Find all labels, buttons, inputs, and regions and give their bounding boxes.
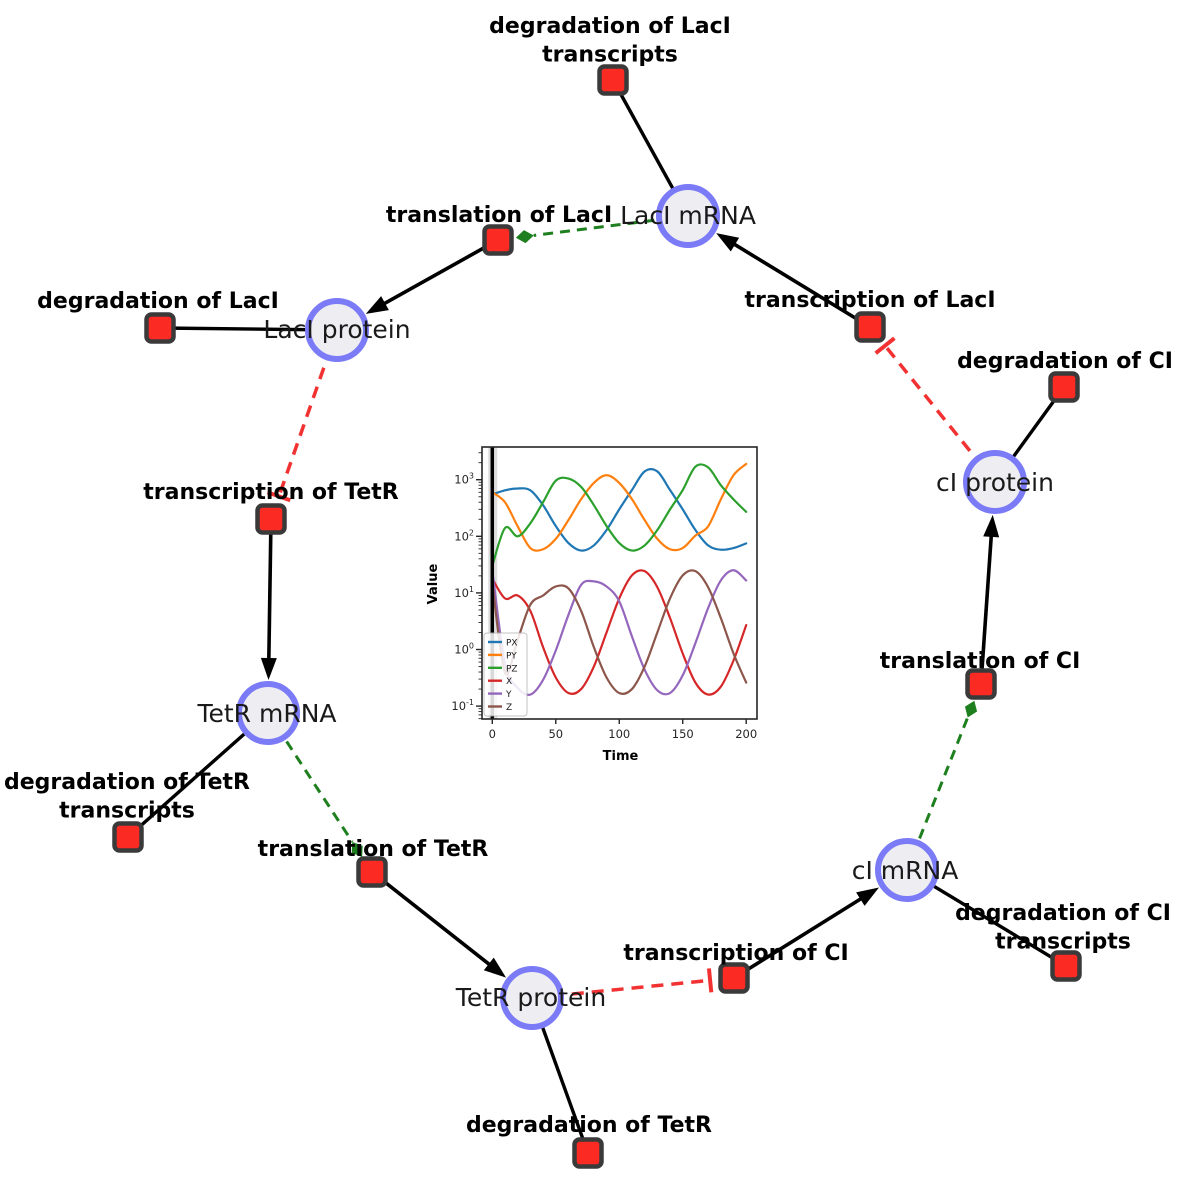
chart-legend-label-Y: Y <box>505 690 512 700</box>
node-label-deg-tetr-tx: degradation of TetR transcripts <box>4 770 250 824</box>
arrowhead-laci-protein <box>365 296 389 314</box>
nodes-layer <box>112 64 1082 1169</box>
diamond-arrowhead-translation-laci <box>515 230 534 244</box>
chart-x-tick-label: 200 <box>735 727 757 741</box>
edge-transcription-ci-ci-mrna <box>733 893 869 980</box>
node-label-translation-laci: translation of LacI <box>386 203 612 228</box>
chart-y-tick-label: 100 <box>454 642 474 657</box>
process-node-transcription-laci <box>854 311 886 343</box>
diamond-arrowhead-translation-ci <box>964 700 978 718</box>
edge-transcription-tetr-tetr-mrna <box>266 518 273 667</box>
chart-x-tick-label: 0 <box>489 727 496 741</box>
node-label-ci-protein: cI protein <box>936 468 1054 497</box>
arrowhead-tetr-mrna <box>260 657 277 681</box>
chart-y-axis-label: Value <box>426 563 441 604</box>
chart-y-tick-label: 103 <box>454 472 474 487</box>
chart-legend-label-PY: PY <box>506 651 517 661</box>
chart-series-Z <box>491 569 748 695</box>
tee-inhibitor-head-transcription-ci <box>706 968 714 993</box>
chart-y-tick-label: 101 <box>454 585 474 600</box>
chart-series-X <box>491 569 748 696</box>
chart-series-PX <box>491 468 748 552</box>
node-label-tetr-protein: TetR protein <box>455 983 606 1012</box>
species-node-ci-protein <box>963 450 1027 514</box>
node-label-deg-ci-tx: degradation of CI transcripts <box>955 901 1171 955</box>
chart-series-Y <box>491 569 748 696</box>
chart-legend-label-Z: Z <box>506 703 512 713</box>
process-node-deg-laci-tx <box>597 64 629 96</box>
chart-legend-label-PZ: PZ <box>506 664 518 674</box>
node-label-translation-ci: translation of CI <box>880 649 1081 674</box>
arrowhead-ci-protein <box>983 514 1000 538</box>
node-label-deg-ci: degradation of CI <box>957 349 1173 374</box>
process-node-translation-ci <box>965 668 997 700</box>
node-label-transcription-tetr: transcription of TetR <box>143 480 399 505</box>
chart-x-axis-label: Time <box>603 749 639 764</box>
process-node-deg-tetr <box>572 1137 604 1169</box>
tee-inhibitor-head-transcription-tetr <box>266 490 291 503</box>
chart-x-tick-label: 50 <box>548 727 563 741</box>
species-node-laci-protein <box>305 298 369 362</box>
node-label-transcription-ci: transcription of CI <box>623 941 848 966</box>
chart-legend-label-PX: PX <box>506 639 518 649</box>
node-label-translation-tetr: translation of TetR <box>258 837 489 862</box>
edge-translation-ci-ci-protein <box>979 528 994 685</box>
node-label-laci-protein: LacI protein <box>263 315 410 344</box>
species-node-ci-mrna <box>875 838 939 902</box>
embedded-chart: 0 50 100 150 200 10-1 100 101 102 103 Time Value PX P… <box>426 446 758 764</box>
chart-y-tick-label: 10-1 <box>451 698 474 713</box>
chart-x-tick-label: 150 <box>672 727 694 741</box>
process-node-transcription-tetr <box>255 503 287 535</box>
chart-plot-area <box>482 447 757 719</box>
node-label-ci-mrna: cI mRNA <box>852 856 959 885</box>
species-node-tetr-mrna <box>236 681 300 745</box>
diamond-arrowhead-translation-tetr <box>351 841 363 857</box>
process-node-translation-tetr <box>356 856 388 888</box>
node-label-laci-mrna: LacI mRNA <box>620 201 756 230</box>
chart-x-tick-label: 100 <box>608 727 630 741</box>
chart-legend-label-X: X <box>506 677 512 687</box>
arrowhead-laci-mrna <box>716 233 740 252</box>
tee-inhibitor-head-transcription-laci <box>874 336 896 355</box>
species-node-laci-mrna <box>656 184 720 248</box>
process-node-transcription-ci <box>718 962 750 994</box>
edge-translation-tetr-tetr-protein <box>370 870 497 971</box>
chart-curves <box>491 462 748 696</box>
node-label-deg-tetr: degradation of TetR <box>466 1113 712 1138</box>
edge-transcription-laci-laci-mrna <box>727 238 871 329</box>
node-label-tetr-mrna: TetR mRNA <box>196 699 336 728</box>
chart-series-PZ <box>491 463 748 568</box>
species-node-tetr-protein <box>500 966 564 1030</box>
process-node-deg-ci-tx <box>1050 950 1082 982</box>
process-node-deg-ci <box>1048 371 1080 403</box>
chart-series-PY <box>491 462 748 552</box>
node-label-transcription-laci: transcription of LacI <box>744 288 995 313</box>
arrowhead-tetr-protein <box>483 957 507 978</box>
chart-y-tick-label: 102 <box>454 528 474 543</box>
node-label-deg-laci: degradation of LacI <box>37 289 279 314</box>
process-node-deg-tetr-tx <box>112 821 144 853</box>
process-node-deg-laci <box>144 312 176 344</box>
node-label-deg-laci-tx: degradation of LacI transcripts <box>489 14 731 68</box>
arrowhead-ci-mrna <box>856 887 880 906</box>
labels-layer: LacI mRNA LacI protein TetR mRNA TetR prote… <box>4 14 1173 1138</box>
edge-translation-laci-laci-protein <box>377 238 499 309</box>
edge-ci-mrna-translation-ci <box>905 716 970 871</box>
process-node-translation-laci <box>482 224 514 256</box>
